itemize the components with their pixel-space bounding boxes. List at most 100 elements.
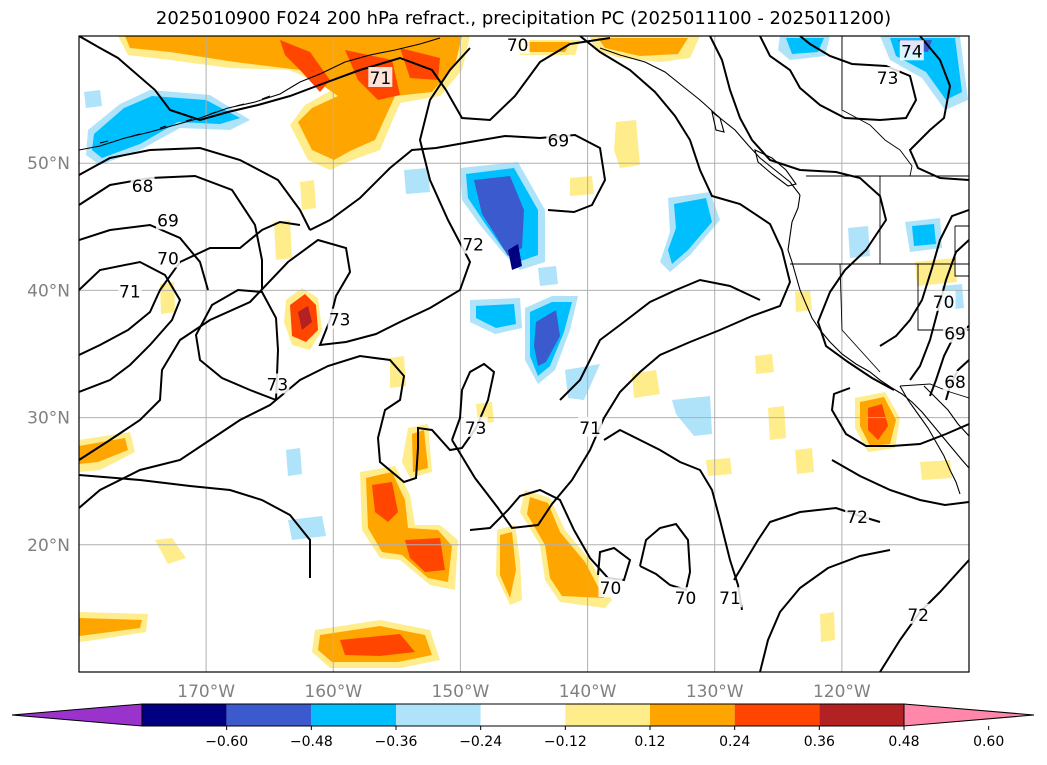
contour-label-background: [875, 66, 900, 87]
precip-negative-area: [286, 448, 302, 476]
precip-positive-area: [525, 42, 570, 52]
alaska-canada-border: [841, 36, 913, 177]
contour-label-background: [461, 233, 486, 254]
precip-positive-area: [527, 497, 604, 598]
contour-line: [194, 288, 280, 401]
precip-positive-area: [570, 176, 594, 196]
precip-positive-area: [795, 448, 814, 474]
contour-line: [830, 387, 969, 447]
latitude-tick-label: 20°N: [27, 536, 70, 556]
contour-label-background: [943, 370, 968, 391]
precip-negative-area: [565, 364, 600, 400]
us-mexico-border: [899, 383, 969, 399]
contour-label-background: [327, 308, 352, 329]
vancouver-island: [754, 149, 797, 187]
precip-negative-area: [668, 198, 712, 264]
contour-label-background: [156, 209, 180, 230]
precip-positive-area: [768, 406, 786, 440]
precip-positive-area: [155, 538, 186, 564]
contour-line: [908, 36, 969, 181]
colorbar-tick-label: 0.24: [719, 734, 750, 750]
colorbar-tick-label: −0.36: [375, 734, 418, 750]
contour-label-background: [931, 290, 956, 311]
colorbar-segment: [734, 704, 820, 726]
contour-label: 73: [267, 376, 289, 396]
contour-label: 72: [846, 508, 868, 528]
precip-negative-area: [508, 244, 522, 270]
precip-positive-area: [412, 430, 428, 472]
precip-positive-area: [614, 120, 640, 168]
colorbar-tick-label: 0.48: [888, 734, 919, 750]
map-frame: [78, 35, 970, 673]
colorbar-tick-label: 0.36: [804, 734, 835, 750]
latitude-tick-label: 40°N: [27, 281, 70, 301]
contour-line: [559, 278, 761, 401]
precip-positive-area: [755, 354, 774, 374]
precip-positive-area: [915, 258, 957, 286]
longitude-tick-label: 150°W: [432, 682, 490, 702]
contour-label-background: [906, 603, 931, 624]
precip-positive-area: [598, 38, 688, 56]
colorbar: −0.60 −0.48 −0.36 −0.24 −0.12 0.12 0.24 0.36 0.4…: [11, 703, 1035, 750]
colorbar-segment: [650, 704, 735, 726]
contour-label-background: [717, 587, 742, 608]
longitude-tick-label: 130°W: [686, 682, 744, 702]
north-america-coast: [787, 194, 969, 469]
contour-label-background: [546, 129, 571, 150]
longitude-labels: 170°W 160°W 150°W 140°W 130°W 120°W: [177, 682, 871, 702]
colorbar-extend-low: [11, 703, 143, 727]
longitude-tick-label: 160°W: [304, 682, 362, 702]
contour-label-background: [673, 587, 698, 608]
political-borders: [790, 36, 969, 399]
contour-label-background: [463, 416, 488, 437]
contour-line: [79, 223, 209, 291]
contour-label-background: [598, 577, 623, 598]
precip-negative-area: [672, 396, 712, 436]
precip-negative-area: [534, 310, 560, 366]
chart-title: 2025010900 F024 200 hPa refract., precip…: [155, 8, 892, 29]
longitude-tick-label: 140°W: [559, 682, 617, 702]
colorbar-segment: [396, 704, 481, 726]
precip-negative-area: [848, 226, 870, 258]
refractivity-contours: [79, 36, 969, 672]
contour-line: [759, 549, 891, 672]
contour-label-background: [368, 66, 393, 87]
contour-label-background: [156, 247, 180, 268]
colorbar-segment: [311, 704, 396, 726]
contour-label: 71: [719, 589, 741, 609]
contour-line: [639, 522, 692, 592]
contour-label: 71: [119, 283, 141, 303]
colorbar-tick-label: −0.12: [544, 734, 587, 750]
contour-line: [79, 354, 496, 509]
colorbar-segment: [226, 704, 312, 726]
us-state-borders: [790, 176, 969, 373]
contour-label: 68: [132, 177, 154, 197]
precip-positive-area: [820, 612, 835, 642]
contour-label-background: [578, 416, 603, 437]
aleutian-islands: [99, 95, 271, 144]
contour-label: 72: [907, 606, 929, 626]
precip-positive-area: [920, 460, 952, 480]
colorbar-outline: [141, 703, 905, 727]
colorbar-segment: [142, 704, 227, 726]
contour-label: 68: [944, 373, 966, 393]
precip-positive-area: [79, 438, 128, 464]
contour-label: 69: [157, 211, 179, 231]
contour-line: [79, 220, 301, 356]
latitude-labels: 50°N 40°N 30°N 20°N: [27, 154, 70, 556]
precip-positive-area: [274, 220, 292, 260]
latitude-tick-label: 50°N: [27, 154, 70, 174]
contour-label-background: [845, 505, 870, 526]
colorbar-tick-label: −0.60: [205, 734, 248, 750]
precip-negative-area: [786, 38, 824, 54]
contour-line: [831, 459, 969, 507]
colorbar-extend-high: [903, 703, 1035, 727]
contour-label: 71: [370, 69, 392, 89]
precip-positive-area: [500, 532, 516, 598]
colorbar-segment: [480, 704, 566, 726]
precip-negative-area: [288, 516, 326, 540]
precip-positive-area: [298, 306, 312, 330]
contour-label-background: [130, 175, 155, 196]
